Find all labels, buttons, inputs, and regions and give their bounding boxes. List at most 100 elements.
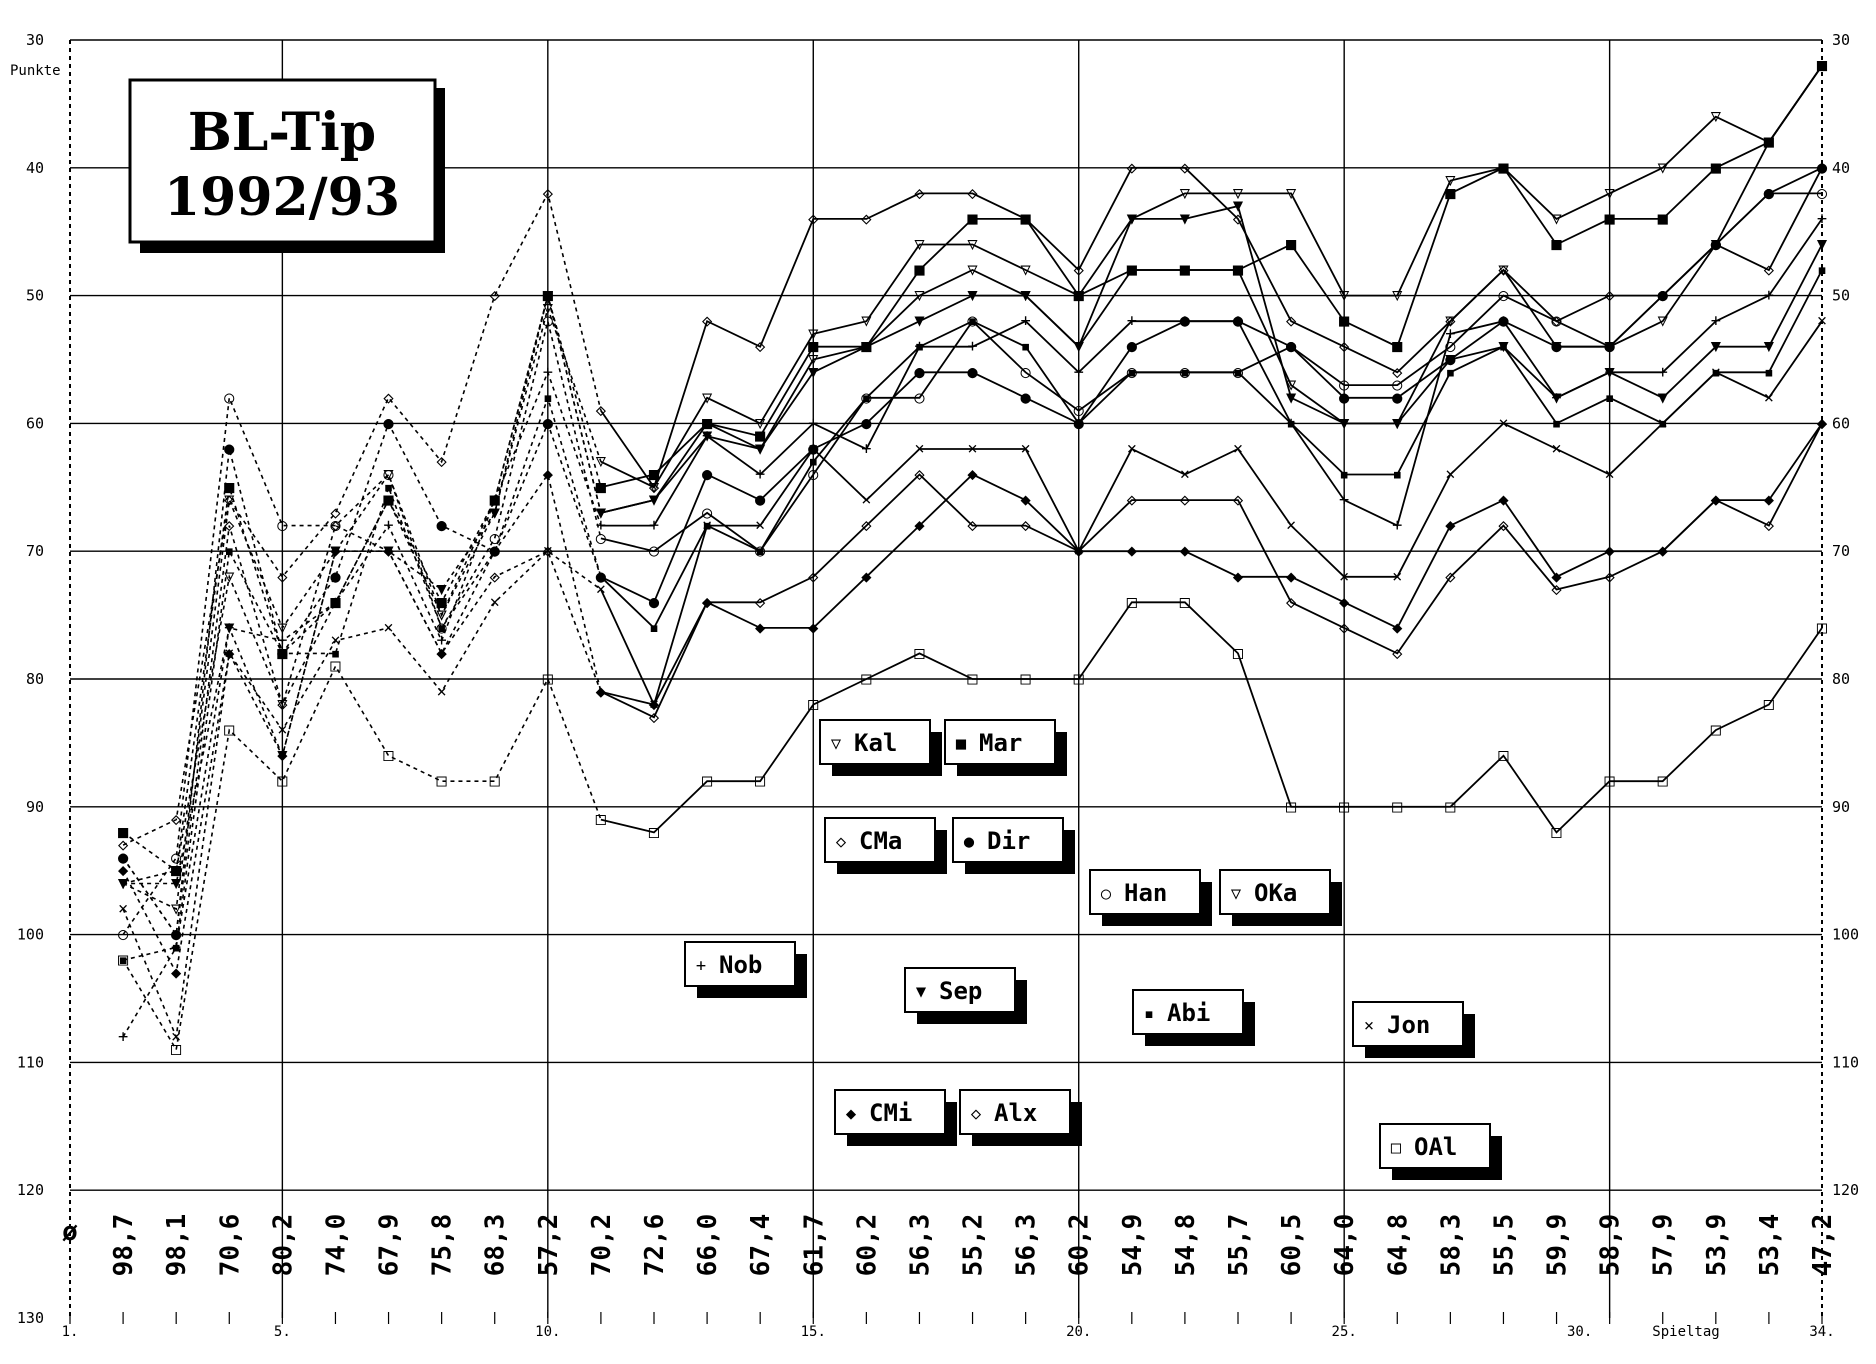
data-point: ◇	[1817, 158, 1828, 178]
data-point: +	[437, 631, 447, 651]
legend-item: ◇ Alx	[959, 1089, 1082, 1146]
data-point: ○	[1339, 375, 1350, 395]
data-point: ▽	[1392, 286, 1403, 306]
avg-label: 55,5	[1489, 1214, 1519, 1277]
data-point: +	[1498, 311, 1508, 331]
avg-label: 67,9	[375, 1214, 405, 1277]
data-point: ▪	[383, 477, 393, 497]
series-line-early	[122, 191, 602, 846]
avg-label: 58,9	[1596, 1214, 1626, 1277]
data-point: ×	[808, 439, 818, 459]
data-point: ■	[1127, 260, 1138, 280]
data-point: ▽	[383, 465, 394, 485]
data-point: ○	[808, 465, 819, 485]
data-point: ◆	[1764, 490, 1775, 510]
data-point: □	[914, 643, 925, 663]
data-point: ▪	[649, 618, 659, 638]
data-point: ●	[649, 592, 660, 612]
x-tick-label: 25.	[1332, 1324, 1357, 1340]
data-point: □	[649, 822, 660, 842]
legend-symbol: ◇	[971, 1104, 982, 1124]
data-point: ▽	[1658, 158, 1669, 178]
data-point: ◆	[1605, 541, 1616, 561]
data-point: ◆	[649, 695, 660, 715]
data-point: ◇	[967, 183, 978, 203]
data-point: ▼	[1233, 196, 1244, 216]
avg-label: 57,9	[1649, 1214, 1679, 1277]
data-point: ×	[861, 490, 871, 510]
avg-label: 47,2	[1808, 1214, 1838, 1277]
data-point: ◆	[1021, 490, 1032, 510]
legend-symbol: ◆	[846, 1104, 857, 1124]
series-line-early	[122, 472, 602, 976]
data-point: ◇	[437, 643, 448, 663]
data-point: ▪	[224, 541, 234, 561]
data-point: □	[1392, 797, 1403, 817]
legend-symbol: ×	[1364, 1016, 1374, 1036]
data-point: ▼	[702, 426, 713, 446]
data-point: +	[967, 337, 977, 357]
data-point: ▽	[1445, 171, 1456, 191]
x-tick-label: 15.	[801, 1324, 826, 1340]
data-point: ▽	[383, 490, 394, 510]
data-point: ◇	[224, 490, 235, 510]
data-point: □	[1498, 746, 1509, 766]
data-point: ○	[702, 503, 713, 523]
data-point: +	[1074, 362, 1084, 382]
series-line	[600, 269, 1823, 630]
data-point: ▽	[702, 388, 713, 408]
axes: 30 30 40 40 50 50 60 60 70 70 80 80 90 90 100 100 110 110…	[17, 31, 1859, 1340]
x-tick-label: 20.	[1066, 1324, 1091, 1340]
data-point: ▽	[1605, 183, 1616, 203]
data-point: ◆	[914, 516, 925, 536]
legend-label: Sep	[939, 977, 982, 1005]
series-line	[600, 422, 1823, 719]
data-point: ◇	[1498, 260, 1509, 280]
data-point: ×	[383, 618, 393, 638]
legend-symbol: ●	[964, 832, 975, 852]
data-point: ▽	[967, 234, 978, 254]
data-point: ▼	[1127, 209, 1138, 229]
legend-item: ◇ CMa	[824, 817, 947, 874]
legend-label: Dir	[987, 827, 1030, 855]
data-point: ▽	[914, 286, 925, 306]
data-point: ▼	[118, 873, 129, 893]
data-point: ▽	[490, 490, 501, 510]
data-point: ■	[967, 209, 978, 229]
data-point: ◇	[490, 286, 501, 306]
data-point: ▼	[543, 286, 554, 306]
data-point: ×	[437, 682, 447, 702]
data-point: ◇	[596, 682, 607, 702]
avg-label: 60,2	[852, 1214, 882, 1277]
avg-label: 66,0	[693, 1214, 723, 1277]
avg-label: 61,7	[799, 1214, 829, 1277]
x-axis-label: Spieltag	[1652, 1324, 1719, 1340]
data-point: ◇	[702, 311, 713, 331]
legend-item: × Jon	[1352, 1001, 1475, 1058]
data-point: □	[543, 669, 554, 689]
data-point: ○	[543, 311, 554, 331]
data-point: ▪	[914, 337, 924, 357]
y-tick-label-left: 90	[26, 798, 44, 816]
series-line	[600, 166, 1823, 604]
data-point: ▼	[1551, 388, 1562, 408]
data-point: ▽	[1180, 183, 1191, 203]
data-point: ◇	[1392, 362, 1403, 382]
data-point: ▼	[1180, 209, 1191, 229]
data-point: ▪	[596, 567, 606, 587]
avg-label: 70,6	[215, 1214, 245, 1277]
data-point: ▪	[171, 937, 181, 957]
data-point: ▼	[1445, 350, 1456, 370]
data-point: ■	[437, 592, 448, 612]
series-line	[600, 422, 1823, 706]
data-point: ◇	[1605, 286, 1616, 306]
data-point: ▽	[330, 592, 341, 612]
data-point: ●	[171, 925, 182, 945]
data-point: □	[702, 771, 713, 791]
data-point: ◇	[755, 337, 766, 357]
data-point: ×	[490, 592, 500, 612]
data-point: +	[1339, 490, 1349, 510]
legend-label: Jon	[1387, 1011, 1430, 1039]
data-point: ▪	[967, 311, 977, 331]
data-point: ◇	[1180, 158, 1191, 178]
